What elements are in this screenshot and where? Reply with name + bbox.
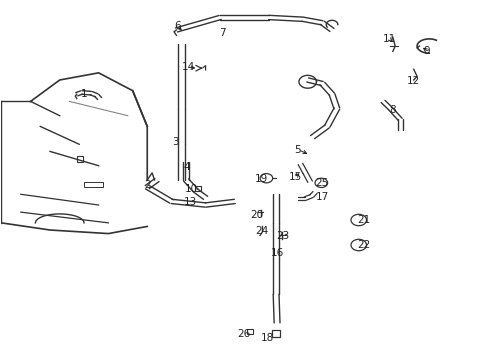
- Text: 11: 11: [382, 34, 395, 44]
- Text: 20: 20: [249, 210, 263, 220]
- Text: 23: 23: [275, 231, 288, 242]
- Text: 6: 6: [174, 21, 181, 31]
- Text: 14: 14: [182, 63, 195, 72]
- Text: 5: 5: [294, 145, 301, 155]
- Text: 13: 13: [183, 197, 196, 207]
- Text: 24: 24: [254, 226, 267, 236]
- Bar: [195, 186, 201, 192]
- Text: 10: 10: [184, 184, 197, 194]
- Text: 8: 8: [388, 105, 395, 115]
- Text: 1: 1: [81, 89, 87, 99]
- Text: 17: 17: [315, 192, 328, 202]
- Text: 7: 7: [219, 28, 225, 38]
- Bar: [247, 329, 253, 334]
- Text: 12: 12: [406, 76, 420, 86]
- Text: 2: 2: [143, 180, 150, 190]
- Text: 9: 9: [423, 46, 429, 56]
- Text: 26: 26: [236, 329, 250, 339]
- Text: 25: 25: [315, 178, 328, 188]
- Bar: [271, 330, 279, 337]
- Text: 19: 19: [254, 174, 267, 184]
- Text: 18: 18: [261, 333, 274, 343]
- Text: 22: 22: [356, 240, 369, 250]
- Text: 15: 15: [288, 172, 302, 182]
- Text: 4: 4: [183, 162, 190, 172]
- Bar: [84, 182, 103, 187]
- Bar: [77, 156, 82, 162]
- Text: 16: 16: [270, 248, 284, 258]
- Text: 21: 21: [356, 215, 369, 225]
- Text: 3: 3: [172, 138, 179, 148]
